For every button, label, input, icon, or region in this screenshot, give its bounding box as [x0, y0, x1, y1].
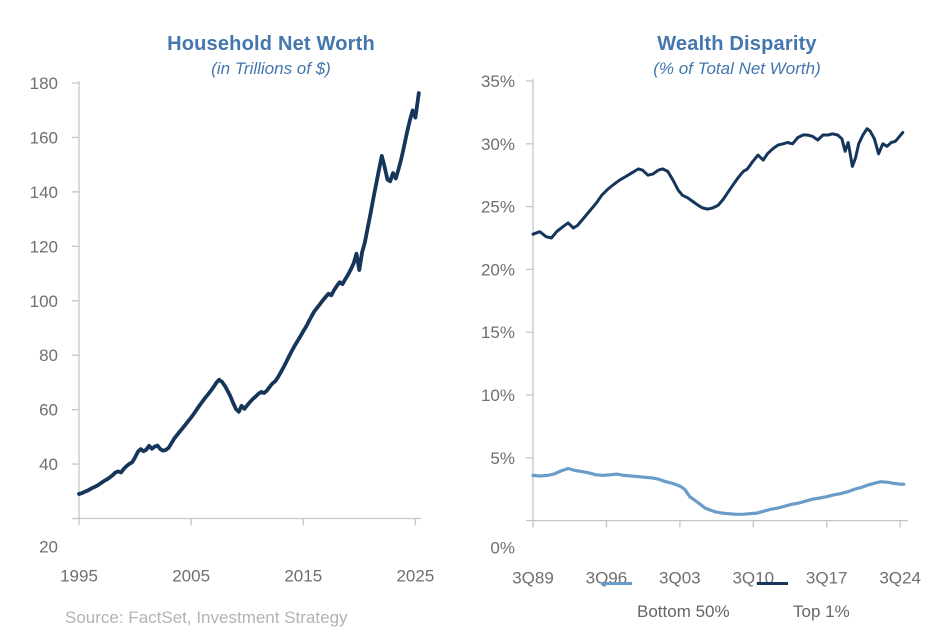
series-line-household-net-worth: [77, 91, 421, 496]
x-tick-label: 2025: [396, 567, 434, 586]
legend-label-top-1: Top 1%: [793, 602, 850, 621]
legend-swatch-bottom-50: [601, 582, 632, 585]
y-tick-label: 25%: [481, 198, 515, 217]
y-tick-label: 160: [30, 128, 58, 147]
y-tick-label: 60: [39, 401, 58, 420]
y-tick-label: 80: [39, 346, 58, 365]
y-tick-label: 35%: [481, 72, 515, 91]
right-chart-title: Wealth Disparity: [657, 33, 817, 55]
series-line-bottom-50-: [531, 466, 906, 516]
x-tick-label: 3Q03: [659, 569, 701, 588]
legend-label-bottom-50: Bottom 50%: [637, 602, 730, 621]
y-tick-label: 10%: [481, 386, 515, 405]
y-tick-label: 100: [30, 292, 58, 311]
x-tick-label: 2005: [172, 567, 210, 586]
legend-swatch-top-1: [757, 582, 788, 585]
y-tick-label: 120: [30, 237, 58, 256]
x-tick-label: 3Q17: [806, 569, 848, 588]
x-tick-label: 3Q24: [879, 569, 921, 588]
y-tick-label: 20%: [481, 260, 515, 279]
y-tick-label: 5%: [490, 449, 515, 468]
y-tick-label: 20: [39, 538, 58, 557]
left-chart-subtitle: (in Trillions of $): [211, 59, 331, 78]
y-tick-label: 30%: [481, 135, 515, 154]
left-chart-title: Household Net Worth: [167, 33, 375, 55]
y-tick-label: 15%: [481, 323, 515, 342]
y-tick-label: 0%: [490, 539, 515, 558]
x-tick-label: 2015: [284, 567, 322, 586]
source-note: Source: FactSet, Investment Strategy: [65, 608, 348, 627]
y-tick-label: 180: [30, 74, 58, 93]
x-tick-label: 1995: [60, 567, 98, 586]
series-line-top-1-: [531, 127, 905, 240]
y-tick-label: 140: [30, 183, 58, 202]
x-tick-label: 3Q89: [512, 569, 554, 588]
y-tick-label: 40: [39, 455, 58, 474]
right-chart-subtitle: (% of Total Net Worth): [653, 59, 821, 78]
